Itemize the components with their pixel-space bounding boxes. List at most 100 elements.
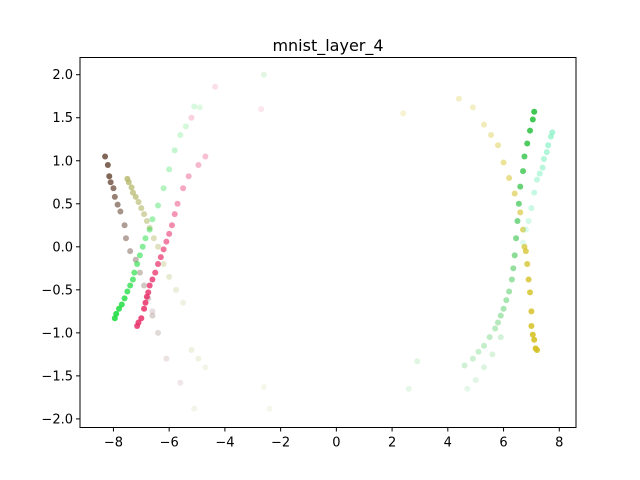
scatter-point: [540, 156, 547, 163]
scatter-point: [180, 185, 187, 192]
scatter-point: [132, 193, 139, 200]
scatter-point: [171, 211, 178, 218]
scatter-point: [149, 312, 156, 319]
scatter-point: [145, 289, 152, 296]
scatter-point: [515, 200, 522, 207]
scatter-point: [135, 199, 142, 206]
scatter-point: [107, 179, 114, 186]
scatter-point: [488, 131, 495, 138]
y-axis: −2.0 −1.5 −1.0 −0.5 0.0 0.5 1.0 1.5 2.0: [41, 68, 80, 427]
scatter-point: [195, 162, 202, 169]
scatter-series-0: [102, 153, 162, 336]
scatter-point: [131, 269, 138, 276]
scatter-point: [405, 385, 412, 392]
scatter-point: [160, 185, 167, 192]
scatter-point: [146, 224, 153, 231]
scatter-point: [494, 319, 501, 326]
scatter-point: [528, 322, 535, 329]
scatter-series-8: [520, 129, 556, 246]
scatter-point: [160, 261, 167, 268]
scatter-point: [539, 164, 546, 171]
x-tick-label: 0: [332, 436, 340, 451]
scatter-point: [510, 265, 517, 272]
scatter-point: [525, 217, 532, 224]
scatter-point: [212, 83, 219, 90]
scatter-point: [258, 106, 265, 113]
scatter-point: [142, 299, 149, 306]
plot-frame: [79, 57, 577, 428]
scatter-point: [500, 305, 507, 312]
scatter-point: [160, 246, 167, 253]
x-tick-label: −4: [215, 436, 234, 451]
scatter-point: [125, 179, 132, 186]
scatter-point: [188, 114, 195, 121]
x-tick-label: 4: [444, 436, 452, 451]
x-axis: −8 −6 −4 −2 0 2 4 6 8: [104, 427, 563, 451]
scatter-point: [102, 153, 109, 160]
scatter-point: [174, 200, 181, 207]
scatter-series-4: [149, 308, 184, 386]
scatter-point: [494, 142, 501, 149]
scatter-point: [191, 103, 198, 110]
scatter-point: [166, 273, 173, 280]
y-tick-label: −0.5: [41, 283, 73, 298]
scatter-point: [171, 147, 178, 154]
scatter-point: [143, 217, 150, 224]
scatter-point: [111, 193, 118, 200]
scatter-point: [266, 405, 273, 412]
scatter-point: [520, 168, 527, 175]
scatter-point: [142, 235, 149, 242]
scatter-point: [536, 170, 543, 177]
scatter-point: [489, 351, 496, 358]
scatter-point: [520, 226, 527, 233]
scatter-point: [196, 104, 203, 111]
scatter-point: [124, 288, 131, 295]
scatter-point: [545, 142, 552, 149]
scatter-point: [486, 334, 493, 341]
scatter-point: [188, 347, 195, 354]
scatter-point: [146, 282, 153, 289]
scatter-point: [500, 159, 507, 166]
scatter-point: [531, 336, 538, 343]
y-tick-label: 1.5: [52, 111, 73, 126]
x-tick-label: 6: [499, 436, 507, 451]
scatter-point: [524, 140, 531, 147]
scatter-point: [117, 208, 124, 215]
scatter-point: [461, 362, 468, 369]
scatter-point: [177, 379, 184, 386]
scatter-point: [481, 364, 488, 371]
scatter-point: [514, 217, 521, 224]
scatter-point: [202, 364, 209, 371]
scatter-point: [527, 127, 534, 134]
x-tick-label: 8: [555, 436, 563, 451]
y-tick-label: −1.5: [41, 369, 73, 384]
scatter-point: [527, 289, 534, 296]
points-layer: [102, 71, 556, 412]
scatter-point: [155, 243, 162, 250]
x-tick-label: −6: [160, 436, 179, 451]
scatter-point: [163, 355, 170, 362]
scatter-point: [414, 358, 421, 365]
scatter-point: [138, 315, 145, 322]
scatter-point: [260, 71, 267, 78]
scatter-point: [503, 297, 510, 304]
scatter-point: [136, 269, 143, 276]
scatter-series-6: [400, 95, 540, 354]
scatter-point: [155, 261, 162, 268]
scatter-point: [520, 239, 527, 246]
scatter-point: [152, 269, 159, 276]
scatter-point: [166, 230, 173, 237]
scatter-point: [155, 329, 162, 336]
chart-title: mnist_layer_4: [272, 36, 383, 56]
scatter-point: [149, 308, 156, 315]
scatter-point: [547, 133, 554, 140]
scatter-point: [455, 95, 462, 102]
scatter-point: [135, 319, 142, 326]
scatter-point: [400, 110, 407, 117]
scatter-point: [149, 216, 156, 223]
y-tick-label: 0.0: [52, 240, 73, 255]
scatter-point: [524, 261, 531, 268]
scatter-point: [182, 123, 189, 130]
scatter-point: [511, 190, 518, 197]
